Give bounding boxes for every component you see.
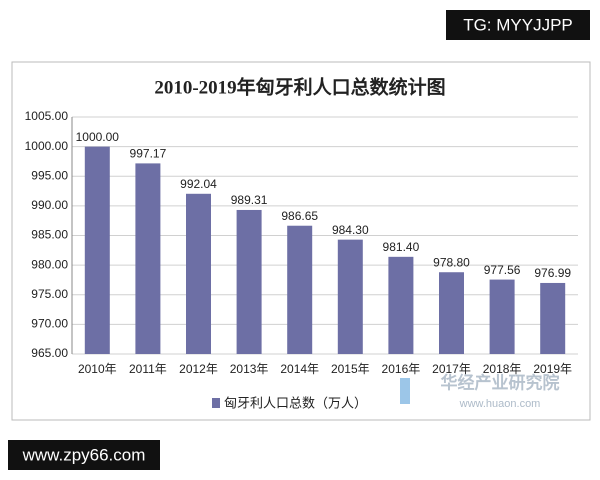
y-tick-label: 965.00 — [31, 346, 68, 360]
bar — [287, 225, 313, 354]
value-label: 1000.00 — [76, 130, 120, 144]
bar — [236, 209, 262, 354]
x-tick-label: 2010年 — [78, 362, 117, 376]
x-tick-label: 2017年 — [432, 362, 471, 376]
x-tick-label: 2019年 — [533, 362, 572, 376]
value-label: 978.80 — [433, 255, 470, 269]
bar — [186, 193, 211, 354]
watermark-url: www.huaon.com — [459, 398, 541, 410]
bar — [489, 279, 515, 354]
value-label: 984.30 — [332, 223, 369, 237]
watermark-logo — [400, 378, 410, 404]
y-tick-label: 990.00 — [31, 198, 68, 212]
y-tick-label: 975.00 — [31, 287, 68, 301]
value-label: 977.56 — [484, 263, 521, 277]
value-label: 989.31 — [231, 193, 268, 207]
y-tick-label: 1005.00 — [25, 109, 69, 123]
value-label: 981.40 — [383, 240, 420, 254]
chart-title: 2010-2019年匈牙利人口总数统计图 — [154, 75, 445, 98]
legend-label: 匈牙利人口总数（万人） — [224, 395, 367, 410]
bar — [439, 272, 464, 354]
y-tick-label: 995.00 — [31, 168, 68, 182]
x-tick-label: 2014年 — [280, 362, 319, 376]
bar — [337, 239, 363, 354]
legend-swatch — [212, 398, 220, 408]
x-tick-label: 2011年 — [129, 362, 167, 376]
x-tick-label: 2013年 — [230, 362, 269, 376]
y-tick-label: 980.00 — [31, 257, 68, 271]
tag-text: TG: MYYJJPP — [463, 15, 573, 34]
value-label: 997.17 — [130, 147, 167, 161]
value-label: 992.04 — [180, 177, 217, 191]
x-tick-label: 2012年 — [179, 362, 218, 376]
y-tick-label: 970.00 — [31, 317, 68, 331]
bar — [540, 282, 566, 354]
x-tick-label: 2018年 — [483, 362, 522, 376]
site-text: www.zpy66.com — [22, 445, 146, 464]
y-tick-label: 985.00 — [31, 228, 68, 242]
watermark: 华经产业研究院 — [441, 372, 560, 392]
site-box — [8, 440, 160, 470]
x-tick-label: 2016年 — [382, 362, 421, 376]
x-tick-label: 2015年 — [331, 362, 370, 376]
bar — [388, 256, 414, 354]
value-label: 976.99 — [534, 266, 571, 280]
bar — [84, 146, 110, 354]
value-label: 986.65 — [281, 209, 318, 223]
bar — [135, 163, 161, 354]
y-tick-label: 1000.00 — [25, 139, 69, 153]
tag-box — [446, 10, 590, 40]
